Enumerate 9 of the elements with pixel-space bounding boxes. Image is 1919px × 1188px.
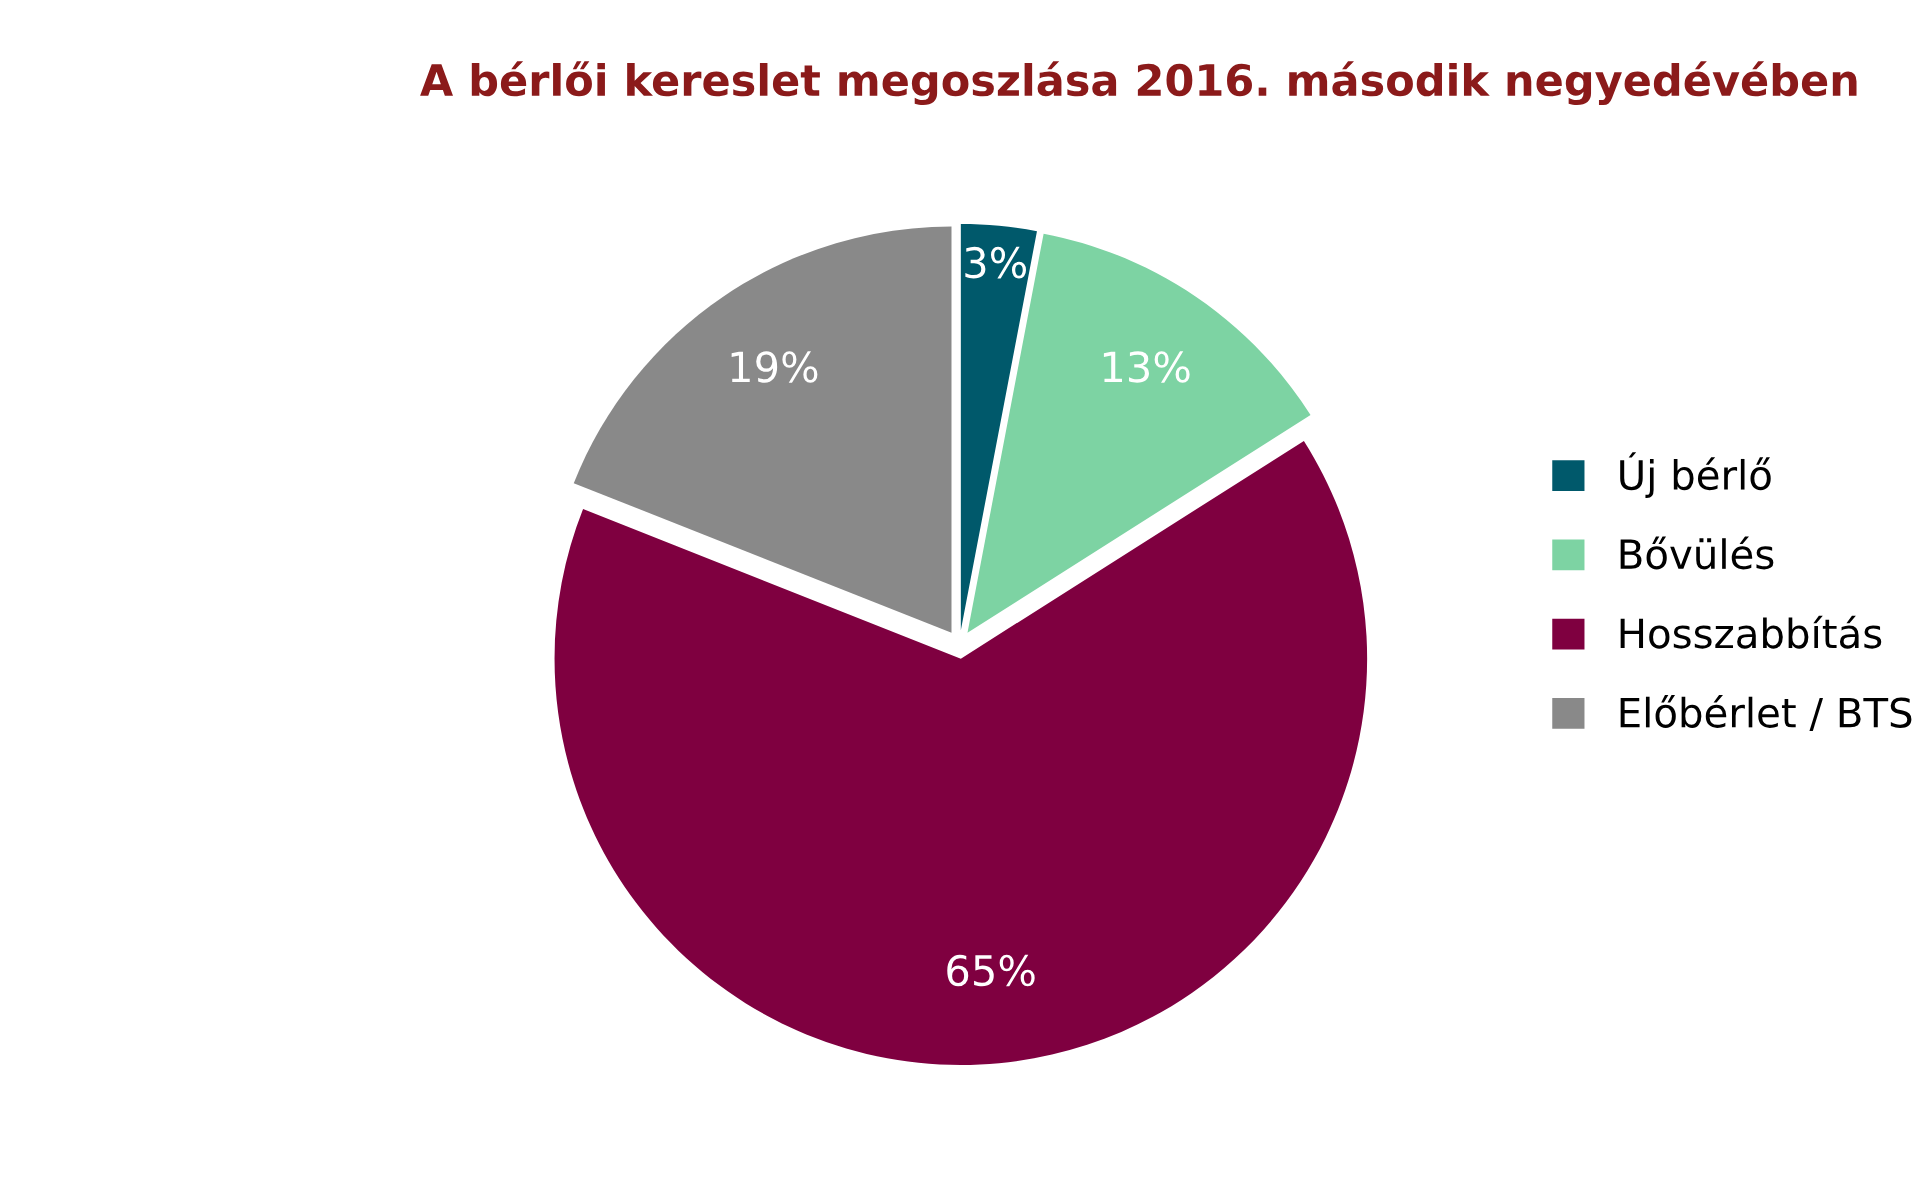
data-label: 65% xyxy=(947,954,1035,987)
data-label: 3% xyxy=(965,246,1026,279)
legend-label: Hosszabbítás xyxy=(1620,615,1882,649)
data-label: 19% xyxy=(731,351,818,383)
legend-label: Előbérlet / BTS xyxy=(1620,695,1912,732)
chart-title: A bérlői kereslet megoszlása 2016. második negyedévében xyxy=(420,61,1857,106)
data-label: 13% xyxy=(1103,351,1190,383)
legend-label: Új bérlő xyxy=(1620,452,1771,498)
legend-label: Bővülés xyxy=(1620,536,1774,570)
